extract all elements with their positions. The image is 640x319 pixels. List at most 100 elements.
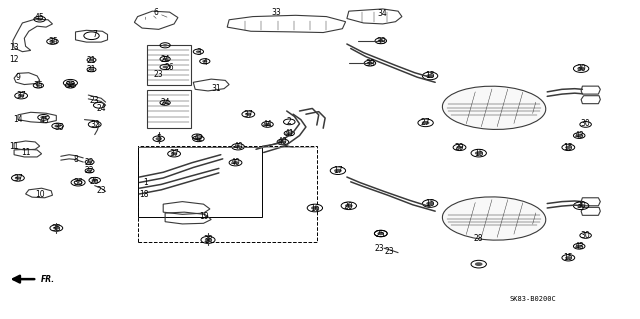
Text: FR.: FR.: [41, 275, 55, 284]
Circle shape: [577, 67, 585, 70]
Circle shape: [264, 123, 271, 126]
Text: 23: 23: [96, 186, 106, 195]
Circle shape: [89, 68, 94, 71]
Text: 15: 15: [474, 149, 484, 158]
Circle shape: [163, 66, 168, 68]
Text: 14: 14: [13, 115, 23, 124]
Text: 28: 28: [474, 234, 483, 243]
Text: 4: 4: [202, 58, 207, 67]
Circle shape: [475, 262, 483, 266]
Circle shape: [565, 256, 572, 259]
Text: 26: 26: [164, 63, 174, 72]
Text: 3: 3: [196, 48, 201, 57]
Text: 19: 19: [198, 212, 209, 221]
Circle shape: [202, 60, 207, 63]
Bar: [138, 147, 262, 217]
Circle shape: [235, 145, 241, 148]
Text: 40: 40: [230, 158, 241, 167]
Text: 42: 42: [193, 134, 204, 143]
Circle shape: [89, 59, 94, 61]
Text: 40: 40: [233, 142, 243, 151]
Circle shape: [87, 169, 92, 172]
Text: 37: 37: [13, 174, 23, 182]
Text: 41: 41: [284, 129, 294, 138]
Text: 6: 6: [153, 8, 158, 17]
Text: 32: 32: [90, 120, 100, 129]
Text: 13: 13: [9, 43, 19, 52]
Text: 30: 30: [580, 231, 591, 240]
Circle shape: [163, 101, 168, 104]
Text: 15: 15: [563, 253, 573, 262]
Text: 15: 15: [425, 71, 435, 80]
Circle shape: [195, 137, 202, 140]
Circle shape: [577, 204, 585, 208]
Text: 35: 35: [54, 123, 64, 132]
Text: 40: 40: [278, 137, 288, 146]
Text: 36: 36: [73, 178, 83, 187]
Text: 23: 23: [154, 70, 164, 79]
Circle shape: [36, 84, 41, 87]
Circle shape: [53, 226, 60, 230]
Text: SK83-B0200C: SK83-B0200C: [509, 296, 556, 302]
Text: 44: 44: [262, 120, 273, 129]
Text: 35: 35: [33, 81, 44, 90]
Circle shape: [87, 161, 92, 163]
Text: 38: 38: [203, 235, 213, 244]
Text: 36: 36: [65, 81, 76, 90]
Text: 25: 25: [376, 230, 386, 239]
Circle shape: [196, 50, 201, 53]
Text: 43: 43: [574, 242, 584, 251]
Circle shape: [565, 146, 572, 149]
Text: 39: 39: [365, 59, 375, 68]
Text: 37: 37: [16, 91, 26, 100]
Text: 10: 10: [35, 190, 45, 199]
Text: 18: 18: [140, 190, 148, 199]
Text: 31: 31: [211, 84, 221, 93]
Circle shape: [68, 84, 73, 87]
Text: 24: 24: [96, 104, 106, 113]
Ellipse shape: [442, 86, 546, 130]
Text: 23: 23: [374, 244, 384, 253]
Text: 30: 30: [580, 119, 591, 128]
Text: 35: 35: [51, 224, 61, 233]
Circle shape: [280, 140, 286, 144]
Text: 45: 45: [35, 13, 45, 22]
Circle shape: [576, 245, 582, 248]
Text: 39: 39: [376, 37, 386, 46]
Text: 8: 8: [73, 155, 78, 164]
Text: 5: 5: [156, 134, 161, 143]
Circle shape: [205, 238, 211, 241]
Text: 7: 7: [92, 30, 97, 39]
Circle shape: [15, 176, 21, 180]
Text: 21: 21: [87, 65, 96, 74]
Circle shape: [311, 206, 319, 210]
Text: 35: 35: [48, 37, 58, 46]
Text: 11: 11: [21, 148, 30, 157]
Text: 2: 2: [287, 117, 292, 126]
Circle shape: [163, 44, 168, 47]
Circle shape: [287, 132, 292, 135]
Text: 29: 29: [454, 143, 465, 152]
Text: 15: 15: [425, 199, 435, 208]
Circle shape: [378, 232, 384, 235]
Text: 15: 15: [563, 143, 573, 152]
Text: 9: 9: [15, 73, 20, 82]
Circle shape: [156, 137, 162, 140]
Circle shape: [475, 151, 483, 155]
Circle shape: [456, 146, 463, 149]
Circle shape: [163, 58, 168, 60]
Text: 43: 43: [574, 131, 584, 140]
Circle shape: [378, 39, 384, 42]
Text: 22: 22: [85, 158, 94, 167]
Text: 23: 23: [384, 247, 394, 256]
Text: 16: 16: [310, 204, 320, 213]
Circle shape: [54, 124, 61, 128]
Text: 24: 24: [160, 98, 170, 107]
Ellipse shape: [442, 197, 546, 240]
Circle shape: [426, 74, 434, 78]
Circle shape: [40, 116, 47, 119]
Text: 26: 26: [90, 177, 100, 186]
Text: 21: 21: [87, 56, 96, 65]
Circle shape: [245, 113, 252, 116]
Text: 37: 37: [169, 149, 179, 158]
